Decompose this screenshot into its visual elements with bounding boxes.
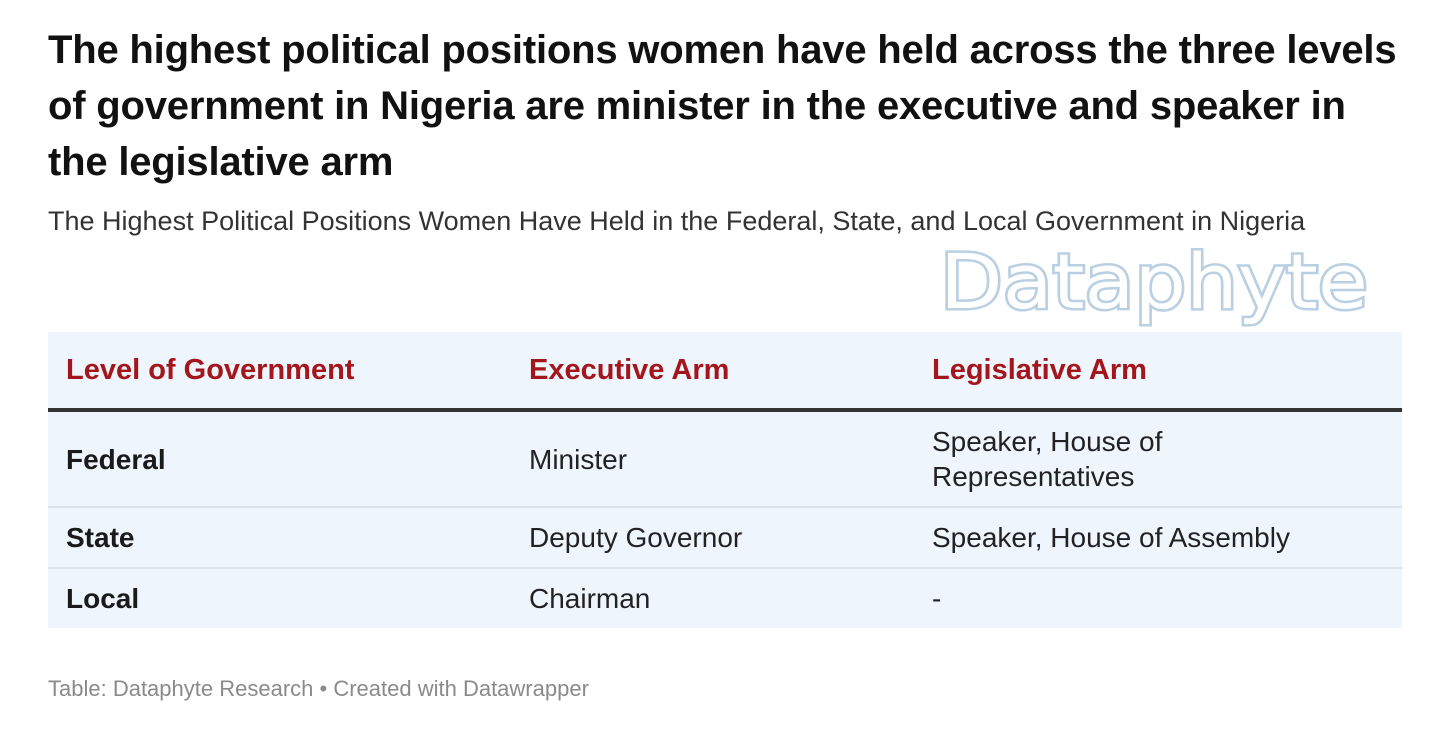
- table-row-local: Local Chairman -: [48, 568, 1402, 628]
- column-header-level: Level of Government: [48, 332, 511, 412]
- table-header-row: Level of Government Executive Arm Legisl…: [48, 332, 1402, 412]
- cell-executive-state: Deputy Governor: [511, 507, 914, 569]
- cell-level-state: State: [48, 507, 511, 569]
- footer-credit: Created with Datawrapper: [333, 676, 589, 701]
- cell-level-local: Local: [66, 583, 140, 614]
- chart-subtitle: The Highest Political Positions Women Ha…: [48, 206, 1306, 236]
- column-header-legislative: Legislative Arm: [914, 332, 1402, 412]
- cell-level-federal: Federal: [48, 410, 511, 508]
- data-table: Level of Government Executive Arm Legisl…: [48, 332, 1402, 628]
- table-row-state: State Deputy Governor Speaker, House of …: [48, 507, 1402, 569]
- cell-legislative-state: Speaker, House of Assembly: [914, 507, 1402, 569]
- footer-source: Table: Dataphyte Research: [48, 676, 314, 701]
- cell-executive-federal: Minister: [511, 410, 914, 508]
- header-block: The highest political positions women ha…: [48, 22, 1402, 240]
- dataphyte-logo: Dataphyte: [938, 235, 1371, 329]
- cell-legislative-local: -: [932, 583, 942, 614]
- cell-executive-local: Chairman: [529, 583, 651, 614]
- table-row-federal: Federal Minister Speaker, House of Repre…: [48, 410, 1402, 508]
- footer-separator: •: [319, 676, 328, 701]
- column-header-executive: Executive Arm: [511, 332, 914, 412]
- cell-legislative-federal: Speaker, House of Representatives: [914, 410, 1402, 508]
- footer: Table: Dataphyte Research • Created with…: [48, 676, 589, 702]
- chart-title: The highest political positions women ha…: [48, 28, 1397, 184]
- logo-text: Dataphyte: [940, 237, 1368, 326]
